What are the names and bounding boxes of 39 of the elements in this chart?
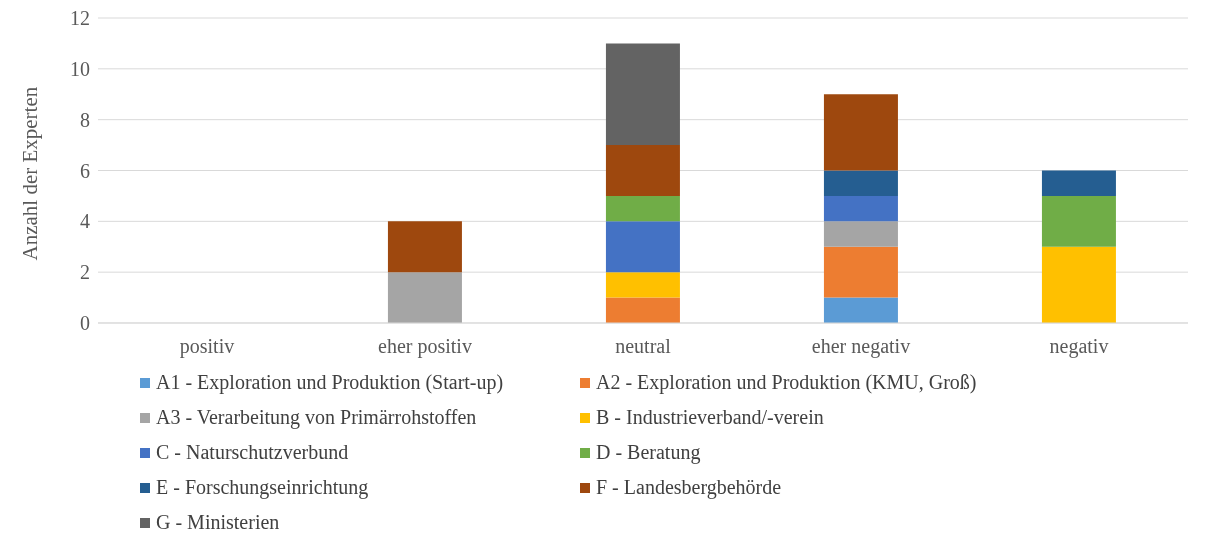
x-tick-label: neutral bbox=[615, 335, 672, 358]
bar bbox=[823, 94, 898, 171]
legend-label: A1 - Exploration und Produktion (Start-up) bbox=[156, 371, 504, 394]
y-axis-title: Anzahl der Experten bbox=[18, 86, 43, 261]
legend-label: A2 - Exploration und Produktion (KMU, Groß) bbox=[596, 371, 977, 394]
y-tick-label: 4 bbox=[80, 210, 90, 233]
legend-label: F - Landesbergbehörde bbox=[596, 476, 782, 499]
legend-label: C - Naturschutzverbund bbox=[156, 441, 349, 464]
x-tick-label: eher negativ bbox=[811, 335, 911, 359]
y-tick-label: 10 bbox=[70, 57, 90, 80]
bar bbox=[605, 145, 680, 196]
bar bbox=[605, 221, 680, 273]
bar bbox=[823, 246, 898, 298]
bar bbox=[823, 221, 898, 247]
bar bbox=[605, 43, 680, 146]
y-tick-label: 6 bbox=[80, 159, 90, 182]
y-tick-label: 8 bbox=[80, 108, 90, 131]
legend-label: E - Forschungseinrichtung bbox=[156, 476, 369, 499]
bar bbox=[387, 272, 462, 323]
x-tick-label: negativ bbox=[1049, 335, 1109, 359]
legend-label: A3 - Verarbeitung von Primärrohstoffen bbox=[156, 406, 477, 429]
bar bbox=[605, 297, 680, 323]
bar bbox=[605, 195, 680, 222]
bar bbox=[605, 272, 680, 298]
bar bbox=[1041, 170, 1116, 196]
y-tick-label: 0 bbox=[80, 312, 90, 335]
bar bbox=[1041, 195, 1116, 247]
legend-label: G - Ministerien bbox=[156, 511, 280, 534]
bar bbox=[387, 221, 462, 273]
bar bbox=[823, 195, 898, 222]
bar bbox=[823, 170, 898, 196]
legend-label: D - Beratung bbox=[596, 441, 701, 464]
legend-label: B - Industrieverband/-verein bbox=[596, 406, 824, 429]
bar bbox=[823, 297, 898, 323]
y-tick-label: 12 bbox=[70, 7, 90, 30]
y-tick-label: 2 bbox=[80, 261, 90, 284]
bar bbox=[1041, 246, 1116, 323]
x-tick-label: eher positiv bbox=[378, 335, 472, 359]
x-tick-label: positiv bbox=[179, 335, 235, 359]
